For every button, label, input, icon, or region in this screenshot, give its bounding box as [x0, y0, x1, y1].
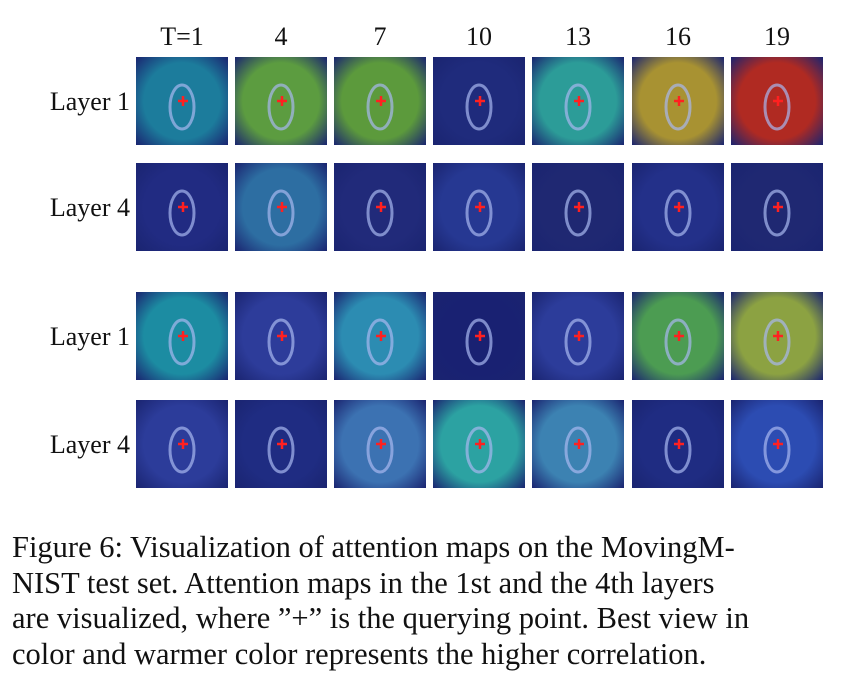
query-point	[564, 189, 592, 237]
query-point	[664, 83, 692, 131]
query-point	[366, 83, 394, 131]
caption-line: Figure 6: Visualization of attention map…	[12, 530, 735, 564]
attention-map	[632, 163, 724, 251]
column-header: 19	[764, 22, 790, 51]
query-point	[267, 318, 295, 366]
query-point	[763, 189, 791, 237]
attention-map	[433, 163, 525, 251]
query-point	[564, 83, 592, 131]
caption-line: are visualized, where ”+” is the queryin…	[12, 601, 750, 635]
query-point	[763, 83, 791, 131]
attention-map	[532, 163, 624, 251]
attention-map	[731, 292, 823, 380]
attention-map	[731, 57, 823, 145]
attention-map	[235, 400, 327, 488]
attention-map	[632, 400, 724, 488]
attention-map	[731, 163, 823, 251]
attention-map	[632, 292, 724, 380]
attention-map	[235, 292, 327, 380]
attention-map	[334, 292, 426, 380]
attention-map	[532, 400, 624, 488]
query-point	[366, 318, 394, 366]
query-point	[664, 318, 692, 366]
row-label: Layer 4	[49, 430, 130, 459]
query-point	[366, 426, 394, 474]
column-header: 13	[565, 22, 591, 51]
column-header: 4	[274, 22, 288, 51]
attention-map	[235, 163, 327, 251]
row-label: Layer 1	[49, 322, 130, 351]
query-point	[763, 426, 791, 474]
attention-map	[532, 57, 624, 145]
query-point	[168, 189, 196, 237]
query-point	[168, 318, 196, 366]
row-label: Layer 4	[49, 193, 130, 222]
query-point	[664, 426, 692, 474]
attention-map	[632, 57, 724, 145]
query-point	[267, 83, 295, 131]
attention-map	[334, 57, 426, 145]
attention-map	[532, 292, 624, 380]
query-point	[664, 189, 692, 237]
query-point	[168, 83, 196, 131]
attention-map	[433, 57, 525, 145]
attention-map	[136, 163, 228, 251]
attention-map	[334, 163, 426, 251]
query-point	[267, 189, 295, 237]
query-point	[465, 83, 493, 131]
query-point	[168, 426, 196, 474]
query-point	[465, 189, 493, 237]
attention-map	[334, 400, 426, 488]
attention-map	[433, 400, 525, 488]
attention-map	[136, 57, 228, 145]
query-point	[465, 426, 493, 474]
column-header: 10	[466, 22, 492, 51]
attention-map	[235, 57, 327, 145]
query-point	[366, 189, 394, 237]
caption-line: color and warmer color represents the hi…	[12, 636, 707, 671]
query-point	[763, 318, 791, 366]
column-header: 7	[373, 22, 387, 51]
attention-map	[433, 292, 525, 380]
column-header: T=1	[160, 22, 204, 51]
column-header: 16	[665, 22, 691, 51]
query-point	[564, 318, 592, 366]
attention-map	[136, 400, 228, 488]
query-point	[465, 318, 493, 366]
attention-map	[731, 400, 823, 488]
row-label: Layer 1	[49, 87, 130, 116]
attention-map	[136, 292, 228, 380]
query-point	[564, 426, 592, 474]
query-point	[267, 426, 295, 474]
caption-line: NIST test set. Attention maps in the 1st…	[12, 565, 715, 600]
